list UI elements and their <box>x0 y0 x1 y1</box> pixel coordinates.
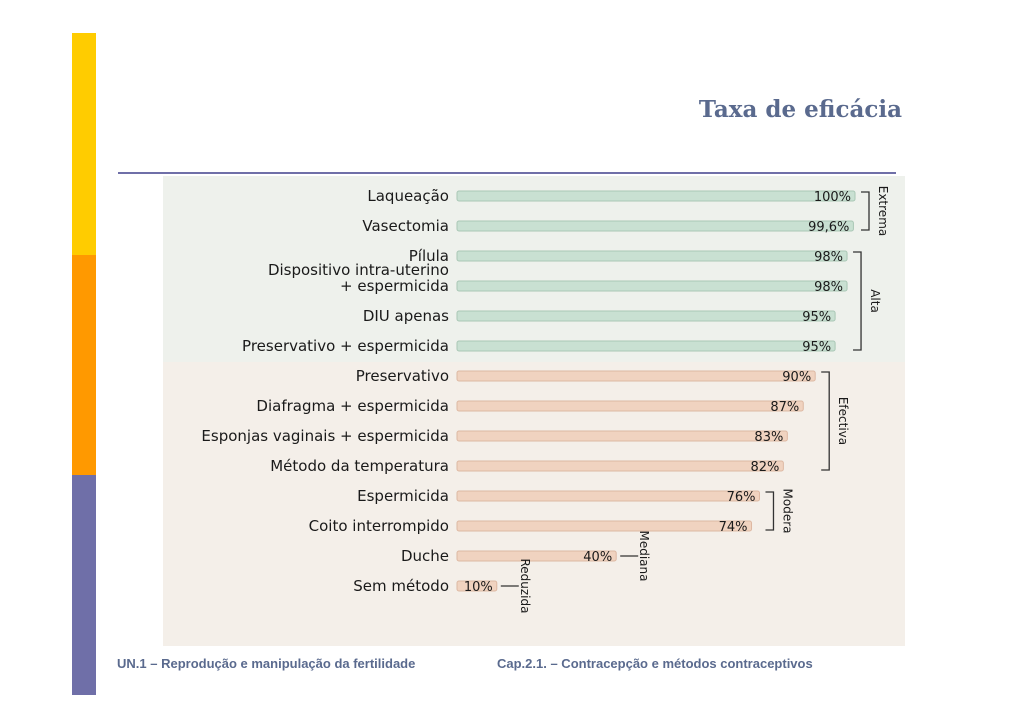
value-label-metodo-da-temperatura: 82% <box>750 460 779 475</box>
bar-pilula <box>456 250 848 262</box>
value-label-dispositivo-intra-uterino-espermicida: 98% <box>814 280 843 295</box>
group-label-modera: Modera <box>780 489 794 534</box>
bracket-extrema <box>861 191 870 231</box>
value-label-diafragma-espermicida: 87% <box>770 400 799 415</box>
value-label-duche: 40% <box>583 550 612 565</box>
footer-unit: UN.1 – Reprodução e manipulação da ferti… <box>117 656 416 671</box>
bracket-modera <box>765 491 775 531</box>
category-label-preservativo: Preservativo <box>356 367 449 385</box>
category-label-duche: Duche <box>401 547 449 565</box>
value-label-pilula: 98% <box>814 250 843 265</box>
bracket-efectiva <box>821 371 830 471</box>
category-label-laqueacao: Laqueação <box>367 187 449 205</box>
bar-coito-interrompido <box>456 520 753 532</box>
bar-diafragma-espermicida <box>456 400 804 412</box>
chart-panel-top <box>163 176 905 362</box>
category-label-vasectomia: Vasectomia <box>362 217 449 235</box>
value-label-laqueacao: 100% <box>814 190 851 205</box>
value-label-vasectomia: 99,6% <box>808 220 849 235</box>
bar-laqueacao <box>456 190 856 202</box>
bar-esponjas-vaginais-espermicida <box>456 430 788 442</box>
slide-title: Taxa de eficácia <box>698 96 902 123</box>
value-label-esponjas-vaginais-espermicida: 83% <box>754 430 783 445</box>
category-label-esponjas-vaginais-espermicida: Esponjas vaginais + espermicida <box>201 427 449 445</box>
bar-metodo-da-temperatura <box>456 460 784 472</box>
group-label-reduzida: Reduzida <box>518 558 532 613</box>
category-label-preservativo-espermicida: Preservativo + espermicida <box>242 337 449 355</box>
bar-preservativo <box>456 370 816 382</box>
sidebar-accent-yellow <box>72 33 96 255</box>
bar-preservativo-espermicida <box>456 340 836 352</box>
title-divider <box>118 172 896 174</box>
efficacy-chart: Laqueação 100% Vasectomia 99,6% Pílula 98% Dis… <box>163 176 905 646</box>
value-label-diu-apenas: 95% <box>802 310 831 325</box>
group-label-alta: Alta <box>868 289 882 313</box>
value-label-coito-interrompido: 74% <box>719 520 748 535</box>
sidebar-accent-orange <box>72 255 96 475</box>
category-label-sem-metodo: Sem método <box>353 577 449 595</box>
bracket-alta <box>853 251 862 351</box>
category-label-coito-interrompido: Coito interrompido <box>309 517 449 535</box>
group-label-efectiva: Efectiva <box>836 397 850 445</box>
category-label-dispositivo-intra-uterino-espermicida-line-2: + espermicida <box>340 277 449 295</box>
category-label-diu-apenas: DIU apenas <box>363 307 449 325</box>
bar-sem-metodo <box>456 580 498 592</box>
value-label-espermicida: 76% <box>727 490 756 505</box>
group-label-extrema: Extrema <box>876 186 890 236</box>
bar-dispositivo-intra-uterino-espermicida <box>456 280 848 292</box>
footer-chapter: Cap.2.1. – Contracepção e métodos contra… <box>497 656 813 671</box>
bar-vasectomia <box>456 220 854 232</box>
category-label-pilula: Pílula <box>409 247 449 265</box>
bar-espermicida <box>456 490 760 502</box>
category-label-diafragma-espermicida: Diafragma + espermicida <box>256 397 449 415</box>
group-label-mediana: Mediana <box>637 531 651 582</box>
category-label-metodo-da-temperatura: Método da temperatura <box>270 457 449 475</box>
value-label-preservativo-espermicida: 95% <box>802 340 831 355</box>
value-label-preservativo: 90% <box>782 370 811 385</box>
value-label-sem-metodo: 10% <box>464 580 493 595</box>
bar-duche <box>456 550 617 562</box>
category-label-espermicida: Espermicida <box>357 487 449 505</box>
efficacy-chart-svg: Laqueação 100% Vasectomia 99,6% Pílula 98% Dis… <box>163 176 905 646</box>
sidebar-accent-purple <box>72 475 96 695</box>
bar-diu-apenas <box>456 310 836 322</box>
category-label-dispositivo-intra-uterino-espermicida-line-1: Dispositivo intra-uterino <box>268 261 449 279</box>
